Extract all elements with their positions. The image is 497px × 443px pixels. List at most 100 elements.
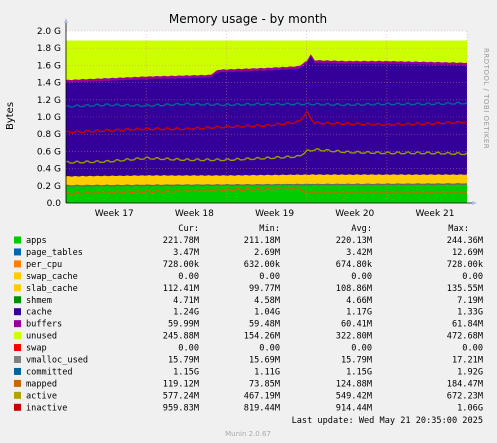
legend-max: 184.47M [447, 379, 483, 389]
legend-swatch-slab_cache [14, 284, 21, 292]
legend-name: apps [26, 236, 47, 246]
legend-swatch-unused [14, 332, 21, 340]
legend-max: 12.69M [452, 248, 483, 258]
legend-cur: 112.41M [163, 284, 199, 294]
legend-cur: 728.00k [163, 260, 200, 270]
legend-cur: 0.00 [178, 272, 199, 282]
legend-max: 472.68M [447, 332, 483, 342]
legend-swatch-committed [14, 367, 21, 375]
legend-header-min: Min: [259, 224, 280, 234]
legend-swatch-swap_cache [14, 272, 21, 280]
legend-swatch-cache [14, 308, 21, 316]
legend-min: 15.69M [249, 356, 280, 366]
y-tick-label: 1.2 G [37, 96, 61, 106]
legend-cur: 245.88M [163, 332, 199, 342]
legend-name: inactive [26, 403, 67, 413]
y-tick-label: 1.4 G [37, 79, 61, 89]
area-apps [66, 183, 467, 203]
y-axis-arrow [64, 18, 68, 23]
chart-title: Memory usage - by month [169, 12, 327, 26]
legend-row: swap_cache 0.00 0.00 0.00 0.00 [14, 272, 483, 282]
legend-cur: 4.71M [173, 296, 199, 306]
legend-name: swap [26, 344, 47, 354]
legend-row: committed 1.15G 1.11G 1.15G 1.92G [14, 367, 483, 377]
legend-avg: 1.17G [346, 308, 372, 318]
axes [64, 18, 477, 205]
legend-min: 211.18M [244, 236, 280, 246]
legend-min: 99.77M [249, 284, 280, 294]
legend-avg: 322.80M [336, 332, 372, 342]
legend-avg: 549.42M [336, 391, 372, 401]
legend-min: 819.44M [244, 403, 280, 413]
legend-avg: 15.79M [341, 356, 372, 366]
legend-swatch-shmem [14, 296, 21, 304]
legend-swatch-apps [14, 236, 21, 244]
legend-row: apps 221.78M 211.18M 220.13M 244.36M [14, 236, 483, 246]
y-tick-label: 1.8 G [37, 44, 61, 54]
legend-max: 17.21M [452, 356, 483, 366]
legend-min: 632.00k [244, 260, 281, 270]
legend-cur: 3.47M [173, 248, 199, 258]
legend-name: vmalloc_used [26, 356, 88, 366]
legend-row: vmalloc_used 15.79M 15.69M 15.79M 17.21M [14, 356, 483, 366]
x-tick-labels: Week 17 Week 18 Week 19 Week 20 Week 21 [95, 209, 455, 219]
legend-name: shmem [26, 296, 52, 306]
last-update: Last update: Wed May 21 20:35:00 2025 [292, 416, 483, 426]
legend-min: 73.85M [249, 379, 280, 389]
legend-swatch-vmalloc_used [14, 356, 21, 363]
legend-min: 1.04G [254, 308, 280, 318]
legend-row: page_tables 3.47M 2.69M 3.42M 12.69M [14, 248, 483, 258]
munin-version: Munin 2.0.67 [225, 430, 271, 438]
legend-min: 4.58M [254, 296, 280, 306]
legend-avg: 0.00 [351, 272, 372, 282]
y-tick-label: 0.2 G [37, 182, 61, 192]
legend-avg: 674.80k [336, 260, 373, 270]
legend-min: 0.00 [259, 272, 280, 282]
legend-max: 7.19M [457, 296, 483, 306]
x-axis-arrow [472, 201, 477, 205]
legend-max: 0.00 [462, 344, 483, 354]
legend-swatch-mapped [14, 379, 21, 387]
line-mapped [65, 186, 468, 195]
legend-min: 154.26M [244, 332, 280, 342]
legend-avg: 108.86M [336, 284, 372, 294]
legend-avg: 0.00 [351, 344, 372, 354]
legend-cur: 0.00 [178, 344, 199, 354]
legend-min: 467.19M [244, 391, 280, 401]
legend-row: cache 1.24G 1.04G 1.17G 1.33G [14, 308, 483, 318]
legend-avg: 124.88M [336, 379, 372, 389]
legend-name: mapped [26, 379, 57, 389]
rrdtool-watermark: RRDTOOL / TOBI OETIKER [482, 48, 490, 149]
legend-max: 728.00k [447, 260, 484, 270]
legend-swatch-page_tables [14, 248, 21, 256]
y-tick-label: 0.0 [47, 199, 62, 209]
legend-avg: 1.15G [346, 367, 372, 377]
y-tick-label: 1.0 G [37, 113, 61, 123]
y-tick-label: 2.0 G [37, 27, 61, 37]
legend-max: 672.23M [447, 391, 483, 401]
legend-swatch-buffers [14, 320, 21, 328]
y-tick-label: 1.6 G [37, 61, 61, 71]
legend: Cur: Min: Avg: Max: apps 221.78M 211.18M 22… [14, 224, 484, 413]
line-committed [65, 101, 468, 108]
x-tick-label: Week 17 [95, 209, 134, 219]
legend-max: 1.92G [457, 367, 483, 377]
y-tick-labels: 0.0 0.2 G 0.4 G 0.6 G 0.8 G 1.0 G 1.2 G 1.4 G 1.… [37, 27, 61, 209]
line-vmalloc_used [65, 183, 468, 187]
legend-cur: 1.24G [173, 308, 199, 318]
legend-max: 244.36M [447, 236, 483, 246]
legend-avg: 220.13M [336, 236, 372, 246]
legend-name: committed [26, 367, 73, 377]
legend-min: 0.00 [259, 344, 280, 354]
line-inactive [65, 110, 468, 134]
legend-header-cur: Cur: [178, 224, 199, 234]
legend-avg: 3.42M [346, 248, 372, 258]
legend-rows: apps 221.78M 211.18M 220.13M 244.36M page_tab… [14, 236, 484, 413]
legend-swatch-per_cpu [14, 260, 21, 268]
legend-row: buffers 59.99M 59.48M 60.41M 61.84M [14, 320, 483, 330]
legend-name: unused [26, 332, 57, 342]
legend-cur: 119.12M [163, 379, 199, 389]
legend-avg: 4.66M [346, 296, 372, 306]
legend-min: 59.48M [249, 320, 280, 330]
legend-row: unused 245.88M 154.26M 322.80M 472.68M [14, 332, 483, 342]
